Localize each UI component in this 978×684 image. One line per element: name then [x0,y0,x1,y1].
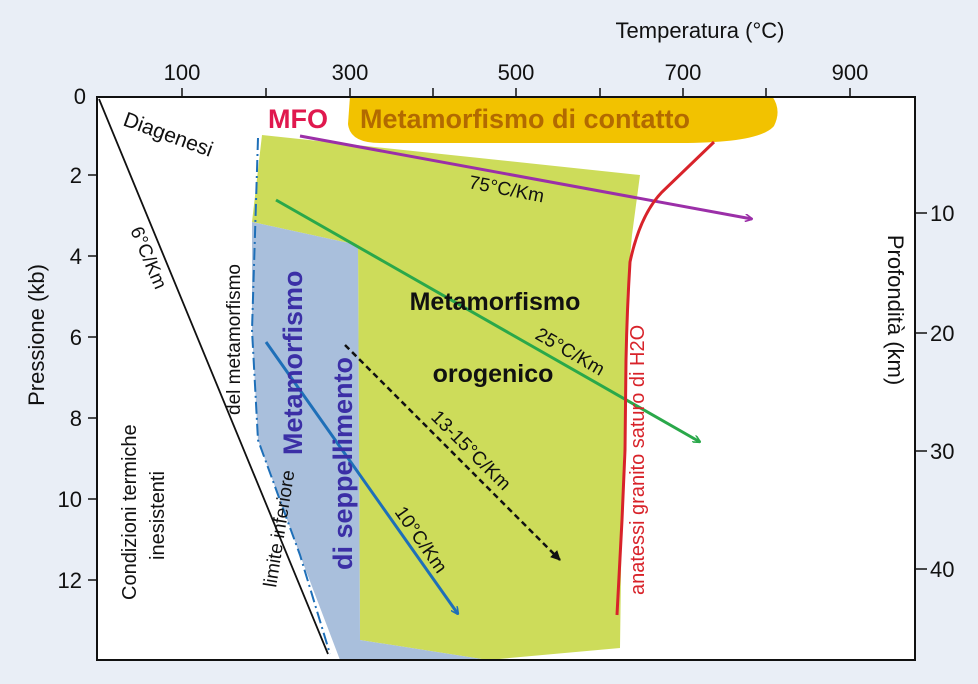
anatexis-label: anatessi granito saturo di H2O [627,325,649,595]
top-tick-500: 500 [498,60,535,85]
left-tick-10: 10 [58,487,82,512]
contact-metamorphism-label: Metamorfismo di contatto [360,104,690,134]
right-tick-30: 30 [930,439,954,464]
left-axis-ticks [88,174,97,581]
no-conditions-label-line2: inesistenti [147,471,169,560]
top-axis-ticks [181,88,851,97]
burial-field [252,222,488,660]
left-tick-2: 2 [70,163,82,188]
top-tick-700: 700 [665,60,702,85]
gradient-25-arrow [275,198,700,444]
anatexis-curve [615,140,716,616]
left-tick-0: 0 [74,84,86,109]
top-tick-100: 100 [164,60,201,85]
gradient-10-arrow [264,341,458,614]
left-tick-4: 4 [70,244,82,269]
orogenic-field [252,135,640,660]
left-tick-6: 6 [70,325,82,350]
left-tick-8: 8 [70,406,82,431]
no-conditions-label-line1: Condizioni termiche [119,424,141,600]
burial-label-line1: Metamorfismo [278,270,308,455]
orogenic-label-line1: Metamorfismo [410,288,581,316]
right-tick-10: 10 [930,201,954,226]
left-tick-12: 12 [58,568,82,593]
lower-limit-label-line2: del metamorfismo [224,264,245,415]
gradient-75-arrow [299,134,752,219]
right-axis-ticks [915,212,927,570]
right-tick-20: 20 [930,321,954,346]
top-tick-300: 300 [332,60,369,85]
right-tick-40: 40 [930,557,954,582]
burial-label-line2: di seppellimento [328,357,358,570]
top-axis-title: Temperatura (°C) [616,18,785,43]
gradient-13-15-arrow [344,344,561,561]
top-tick-900: 900 [832,60,869,85]
metamorphism-lower-limit [250,137,331,655]
geotherm-6-line [98,98,329,655]
left-axis-title: Pressione (kb) [24,264,49,406]
orogenic-label-line2: orogenico [433,360,554,388]
plot-frame [96,96,916,661]
right-axis-title: Profondità (km) [883,235,908,385]
contact-field [348,96,778,143]
mfo-label: MFO [268,104,328,134]
